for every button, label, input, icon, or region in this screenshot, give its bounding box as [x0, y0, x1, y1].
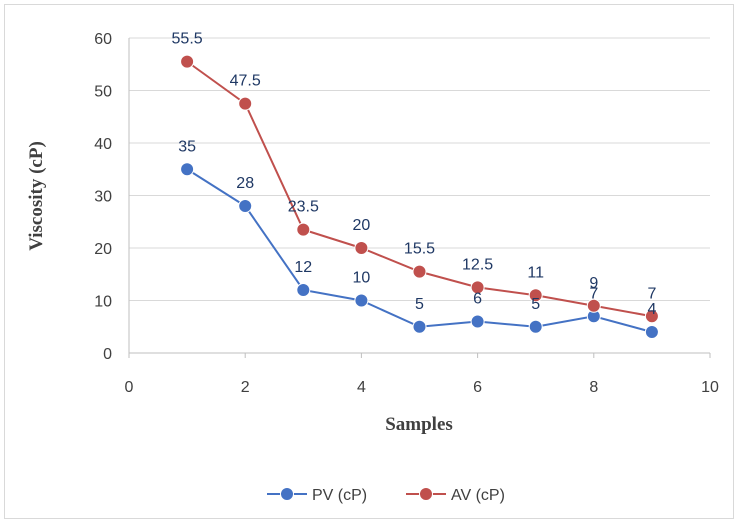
pv-data-label-6: 6: [473, 291, 482, 308]
legend-label-av: AV (cP): [451, 487, 505, 504]
series-group: [180, 54, 659, 339]
y-tick-label-60: 60: [94, 31, 112, 48]
av-point-1: [180, 54, 195, 69]
av-data-label-1: 55.5: [172, 31, 203, 48]
x-tick-label-2: 2: [241, 379, 250, 396]
y-tick-label-10: 10: [94, 294, 112, 311]
pv-point-1: [180, 162, 195, 177]
y-tick-label-0: 0: [103, 346, 112, 363]
legend-marker-pv: [280, 487, 294, 501]
pv-point-3: [296, 283, 311, 297]
pv-data-label-1: 35: [178, 138, 196, 155]
pv-data-label-9: 4: [647, 301, 656, 318]
pv-data-label-2: 28: [236, 175, 254, 192]
av-point-7: [528, 288, 543, 303]
pv-point-9: [644, 325, 659, 339]
x-tick-label-0: 0: [125, 379, 134, 396]
av-data-label-4: 20: [353, 217, 371, 234]
pv-point-2: [238, 199, 253, 213]
legend-marker-av: [419, 487, 433, 501]
av-data-label-6: 12.5: [462, 256, 493, 273]
y-tick-label-50: 50: [94, 84, 112, 101]
gridlines: [129, 37, 710, 301]
pv-point-7: [528, 319, 543, 334]
av-point-3: [296, 222, 311, 237]
legend-label-pv: PV (cP): [312, 487, 367, 504]
pv-data-label-8: 7: [589, 285, 598, 302]
av-point-6: [470, 280, 485, 295]
av-data-label-8: 9: [589, 275, 598, 292]
x-tick-label-8: 8: [589, 379, 598, 396]
axes: 0 10 20 30 40 50 60 0 2 4 6 8 10: [94, 31, 719, 396]
pv-data-label-4: 10: [353, 270, 371, 287]
x-tick-label-6: 6: [473, 379, 482, 396]
pv-data-label-5: 5: [415, 296, 424, 313]
x-tick-label-4: 4: [357, 379, 366, 396]
pv-point-4: [354, 293, 369, 308]
y-tick-label-40: 40: [94, 136, 112, 153]
pv-data-label-7: 5: [531, 296, 540, 313]
av-data-label-5: 15.5: [404, 241, 435, 258]
pv-point-5: [412, 319, 427, 334]
x-tick-label-10: 10: [701, 379, 719, 396]
av-point-8: [586, 298, 601, 313]
x-axis-title: Samples: [385, 414, 453, 435]
legend: PV (cP) AV (cP): [267, 487, 505, 504]
pv-data-label-3: 12: [294, 259, 312, 276]
y-axis-title: Viscosity (cP): [26, 141, 47, 251]
y-tick-label-20: 20: [94, 241, 112, 258]
av-data-label-2: 47.5: [230, 73, 261, 90]
chart-frame: [4, 4, 734, 519]
av-point-4: [354, 241, 369, 255]
av-data-label-7: 11: [527, 264, 544, 281]
av-point-9: [644, 309, 659, 324]
y-tick-label-30: 30: [94, 189, 112, 206]
pv-point-6: [470, 314, 485, 329]
av-data-label-9: 7: [647, 285, 656, 302]
av-point-5: [412, 264, 427, 279]
av-point-2: [238, 96, 253, 111]
av-data-label-3: 23.5: [288, 199, 319, 216]
